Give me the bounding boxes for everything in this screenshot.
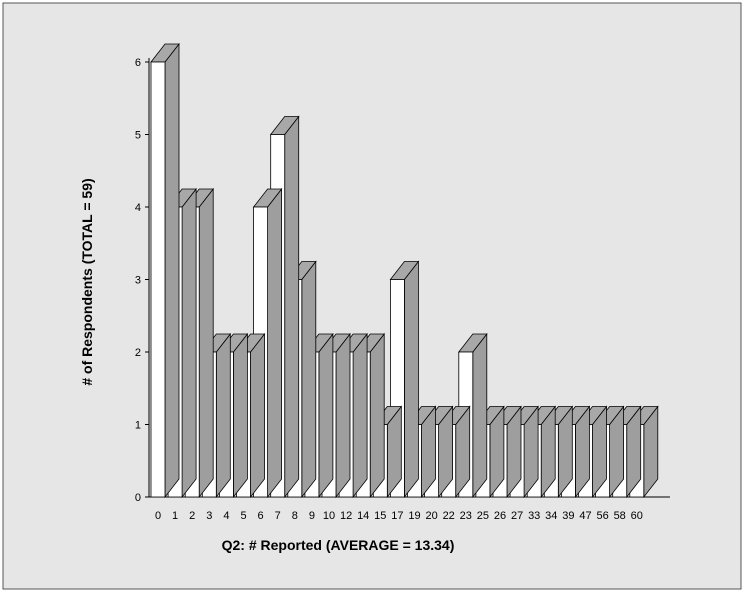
- x-tick-label: 0: [155, 510, 161, 522]
- x-axis-label: Q2: # Reported (AVERAGE = 13.34): [222, 537, 455, 553]
- y-tick-label: 3: [135, 275, 141, 287]
- y-tick-label: 6: [135, 57, 141, 69]
- x-tick-label: 3: [206, 510, 212, 522]
- x-tick-label: 2: [189, 510, 195, 522]
- bar-side: [301, 260, 317, 499]
- bar-side: [403, 260, 419, 499]
- x-tick-label: 58: [614, 510, 626, 522]
- x-tick-label: 25: [477, 510, 489, 522]
- x-tick-label: 4: [223, 510, 229, 522]
- bar-side: [267, 187, 283, 499]
- x-tick-label: 39: [562, 510, 574, 522]
- bar-side: [472, 332, 488, 499]
- x-tick-label: 34: [545, 510, 557, 522]
- y-axis-label: # of Respondents (TOTAL = 59): [79, 178, 95, 385]
- bar-side: [181, 187, 197, 499]
- x-tick-label: 1: [172, 510, 178, 522]
- x-tick-label: 20: [425, 510, 437, 522]
- x-tick-label: 8: [292, 510, 298, 522]
- x-tick-label: 56: [596, 510, 608, 522]
- x-tick-label: 9: [309, 510, 315, 522]
- bars: [150, 42, 659, 499]
- bar-side: [250, 332, 265, 499]
- bar-side: [369, 332, 385, 499]
- x-tick-labels: 0 1 2 3 4 5 6 7 8 9 10 12 14 15 17 19 20 22 23 25 26 27 33 34 39…: [155, 510, 643, 522]
- bar-side: [352, 332, 368, 499]
- x-tick-label: 23: [460, 510, 472, 522]
- bar-side: [232, 332, 248, 499]
- y-ticks: 0 1 2 3 4 5 6: [135, 57, 149, 504]
- y-tick-label: 5: [135, 130, 141, 142]
- bar-side: [318, 332, 334, 499]
- x-tick-label: 22: [443, 510, 455, 522]
- chart-background: [2, 2, 742, 590]
- bar-front: [150, 61, 166, 498]
- bar-side: [215, 332, 231, 499]
- x-tick-label: 33: [528, 510, 540, 522]
- bar-side: [164, 42, 180, 499]
- y-tick-label: 1: [135, 420, 141, 432]
- x-tick-label: 19: [408, 510, 420, 522]
- x-tick-label: 60: [631, 510, 643, 522]
- x-tick-label: 6: [258, 510, 264, 522]
- x-tick-label: 10: [323, 510, 335, 522]
- y-tick-label: 4: [135, 202, 141, 214]
- x-tick-label: 26: [494, 510, 506, 522]
- x-tick-label: 14: [357, 510, 369, 522]
- y-tick-label: 0: [135, 492, 141, 504]
- bar-side: [198, 187, 214, 499]
- x-tick-label: 27: [511, 510, 523, 522]
- x-tick-label: 7: [275, 510, 281, 522]
- x-tick-label: 12: [340, 510, 352, 522]
- bar-side: [284, 115, 300, 499]
- y-tick-label: 2: [135, 347, 141, 359]
- x-tick-label: 47: [579, 510, 591, 522]
- bar-0: [150, 42, 180, 499]
- bar-side: [335, 332, 351, 499]
- x-tick-label: 5: [240, 510, 246, 522]
- x-tick-label: 17: [391, 510, 403, 522]
- x-tick-label: 15: [374, 510, 386, 522]
